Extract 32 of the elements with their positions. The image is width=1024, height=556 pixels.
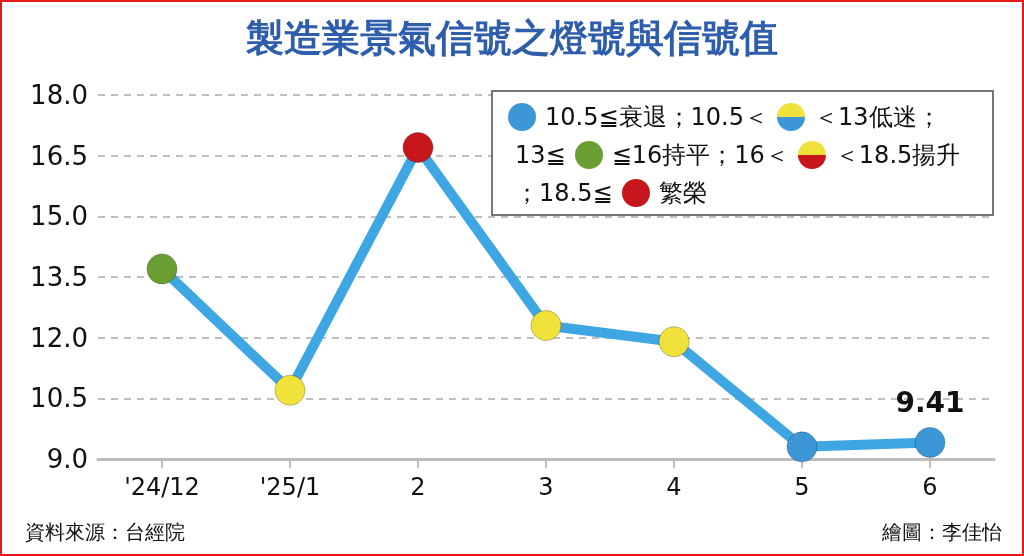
x-tick-label: 6 xyxy=(922,473,938,501)
chart-title: 製造業景氣信號之燈號與信號值 xyxy=(245,16,778,60)
point xyxy=(530,310,562,342)
y-tick-label: 12.0 xyxy=(30,322,88,353)
x-tick-label: '24/12 xyxy=(124,473,200,501)
annotation: 繁榮 xyxy=(658,178,707,209)
point xyxy=(146,253,178,285)
y-tick-label: 10.5 xyxy=(30,383,88,414)
text: 繪圖：李佳怡 xyxy=(882,519,1002,546)
x-tick-label: 5 xyxy=(794,473,810,501)
y-tick-label: 15.0 xyxy=(30,201,88,232)
point xyxy=(658,326,690,358)
annotation: ；18.5≦ xyxy=(515,178,613,209)
x-tick-label: '25/1 xyxy=(259,473,321,501)
x-tick-label: 2 xyxy=(410,473,426,501)
point xyxy=(274,374,306,406)
point xyxy=(402,132,434,164)
x-tick-label: 3 xyxy=(538,473,554,501)
annotation: 13≦ xyxy=(515,141,566,169)
annotation: ≦16持平；16＜ xyxy=(611,140,789,171)
annotation: 10.5≦衰退；10.5＜ xyxy=(545,102,768,133)
y-tick-label: 9.0 xyxy=(46,444,88,474)
y-tick-label: 13.5 xyxy=(30,262,88,292)
annotation: ＜13低迷； xyxy=(813,102,941,133)
point xyxy=(914,426,946,458)
y-tick-label: 18.0 xyxy=(30,80,88,110)
y-tick-label: 16.5 xyxy=(30,140,88,171)
source-note: 資料來源：台經院 xyxy=(25,519,185,546)
annotation: ＜18.5揚升 xyxy=(834,140,961,171)
x-tick-label: 4 xyxy=(666,473,682,501)
data-label: 9.41 xyxy=(895,386,965,420)
point xyxy=(786,431,818,463)
